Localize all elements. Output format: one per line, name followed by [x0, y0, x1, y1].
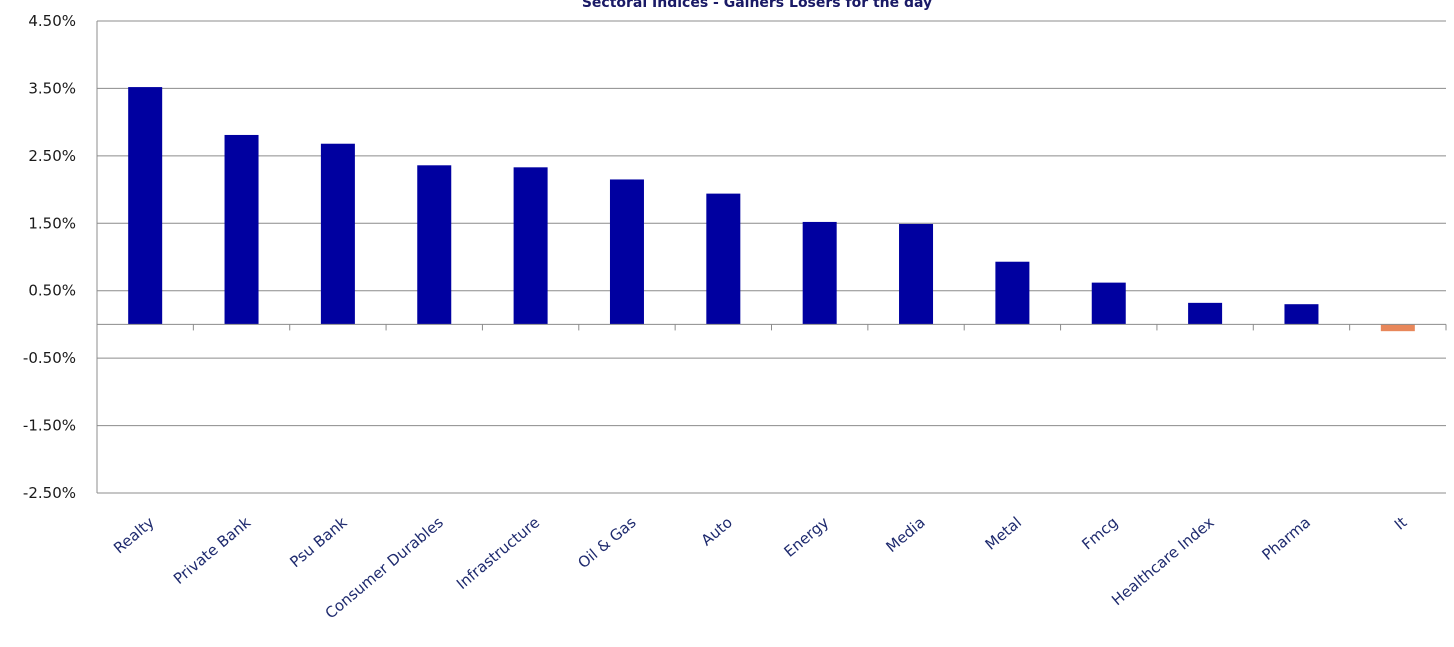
bar-metal [995, 261, 1030, 325]
bar-media [899, 223, 934, 325]
x-tick-label: Pharma [1258, 513, 1314, 564]
x-tick-label: Realty [110, 513, 158, 557]
y-tick-label: 3.50% [28, 79, 76, 97]
y-axis-tick-labels: 4.50% 3.50% 2.50% 1.50% 0.50% -0.50% -1.50% -2.… [23, 12, 76, 502]
x-tick-label: Media [883, 513, 929, 556]
bar-pharma [1284, 304, 1319, 325]
x-tick-label: Healthcare Index [1108, 513, 1218, 609]
bar-private-bank [224, 134, 259, 325]
bars [128, 87, 1415, 332]
bar-realty [128, 87, 163, 325]
bar-auto [706, 193, 741, 325]
bar-fmcg [1091, 282, 1126, 325]
x-tick-label: Auto [698, 513, 736, 549]
bar-infrastructure [513, 167, 548, 325]
x-tick-label: Infrastructure [453, 513, 543, 593]
x-tick-label: Energy [780, 513, 832, 561]
bar-psu-bank [320, 143, 355, 325]
y-tick-label: 2.50% [28, 147, 76, 165]
x-tick-label: Fmcg [1078, 513, 1121, 553]
y-tick-label: 1.50% [28, 214, 76, 232]
axes [96, 21, 1447, 493]
chart-title: Sectoral Indices - Gainers Losers for th… [582, 0, 932, 11]
y-tick-label: 4.50% [28, 12, 76, 30]
x-tick-label: Private Bank [170, 513, 254, 588]
x-tick-label: Psu Bank [286, 513, 350, 571]
y-tick-label: 0.50% [28, 282, 76, 300]
bar-consumer-durables [417, 165, 452, 325]
x-tick-label: Metal [982, 513, 1025, 553]
x-tick-label: It [1391, 513, 1411, 533]
y-tick-label: -1.50% [23, 417, 76, 435]
bar-energy [802, 221, 837, 325]
gridlines [97, 20, 1446, 494]
bar-oil-gas [609, 179, 644, 325]
y-tick-label: -2.50% [23, 484, 76, 502]
bar-it [1380, 324, 1415, 332]
x-tick-label: Oil & Gas [574, 513, 639, 572]
bar-healthcare-index [1188, 302, 1223, 325]
y-tick-label: -0.50% [23, 349, 76, 367]
